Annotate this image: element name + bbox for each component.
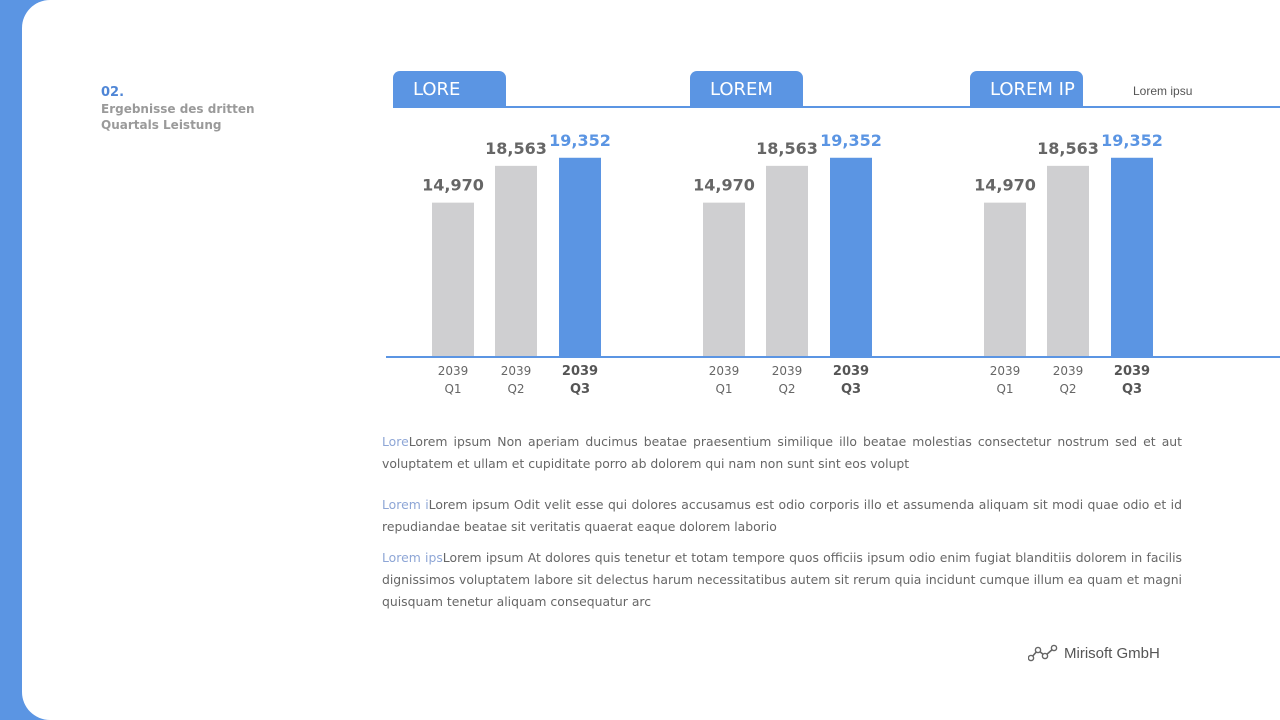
brand-name: Mirisoft GmbH xyxy=(1064,644,1160,662)
chart-3-value-label-3: 19,352 xyxy=(1101,131,1163,150)
chart-1-value-label-3: 19,352 xyxy=(549,131,611,150)
chart-tab-2: LOREM xyxy=(690,71,803,107)
chart-1-tick-label-1-1: 2039 xyxy=(438,364,469,378)
chart-2-tick-label-1-2: Q1 xyxy=(715,382,732,396)
paragraph-3-text: Lorem ipsum At dolores quis tenetur et t… xyxy=(382,550,1183,609)
chart-1-bar-2 xyxy=(495,165,537,356)
tab-underline xyxy=(393,106,1280,108)
chart-1-tick-label-1-2: Q1 xyxy=(444,382,461,396)
chart-2-tick-label-2-1: 2039 xyxy=(772,364,803,378)
paragraph-3: Lorem ipsLorem ipsum At dolores quis ten… xyxy=(382,547,1182,613)
chart-tab-3: LOREM IP xyxy=(970,71,1083,107)
chart-3-tick-label-3-1: 2039 xyxy=(1114,364,1150,379)
chart-3-tick-label-2-1: 2039 xyxy=(1053,364,1084,378)
paragraph-2-lead: Lorem i xyxy=(382,497,429,512)
chart-3-tick-label-1-1: 2039 xyxy=(990,364,1021,378)
paragraph-1-text: Lorem ipsum Non aperiam ducimus beatae p… xyxy=(382,434,1182,471)
chart-1-value-label-1: 14,970 xyxy=(422,176,484,195)
section-heading: 02. Ergebnisse des dritten Quartals Leis… xyxy=(101,85,281,133)
chart-3-tick-label-1-2: Q1 xyxy=(996,382,1013,396)
chart-3-tick-label-2-2: Q2 xyxy=(1059,382,1076,396)
chart-1-tick-label-3-2: Q3 xyxy=(570,382,590,397)
brand: Mirisoft GmbH xyxy=(1028,643,1160,663)
chart-1-value-label-2: 18,563 xyxy=(485,139,547,158)
chart-3-bar-3 xyxy=(1111,157,1153,356)
chart-2-bar-3 xyxy=(830,157,872,356)
chart-1-tick-label-2-2: Q2 xyxy=(507,382,524,396)
chart-2-tick-label-1-1: 2039 xyxy=(709,364,740,378)
side-label: Lorem ipsu xyxy=(1133,84,1193,98)
line-chart-logo-icon xyxy=(1028,644,1058,662)
chart-2-tick-label-3-2: Q3 xyxy=(841,382,861,397)
chart-3-bar-2 xyxy=(1047,165,1089,356)
paragraph-1-lead: Lore xyxy=(382,434,409,449)
chart-1-tick-label-2-1: 2039 xyxy=(501,364,532,378)
chart-tab-1: LORE xyxy=(393,71,506,107)
chart-2-bar-2 xyxy=(766,165,808,356)
paragraph-2: Lorem iLorem ipsum Odit velit esse qui d… xyxy=(382,494,1182,538)
chart-2-tick-label-2-2: Q2 xyxy=(778,382,795,396)
chart-3-value-label-1: 14,970 xyxy=(974,176,1036,195)
paragraph-2-text: Lorem ipsum Odit velit esse qui dolores … xyxy=(382,497,1182,534)
chart-3-value-label-2: 18,563 xyxy=(1037,139,1099,158)
chart-3-bar-1 xyxy=(984,202,1026,356)
chart-3-tick-label-3-2: Q3 xyxy=(1122,382,1142,397)
chart-2-value-label-1: 14,970 xyxy=(693,176,755,195)
section-number: 02. xyxy=(101,85,125,100)
section-title: Ergebnisse des dritten Quartals Leistung xyxy=(101,102,255,132)
slide: 02. Ergebnisse des dritten Quartals Leis… xyxy=(22,0,1280,720)
paragraph-1: LoreLorem ipsum Non aperiam ducimus beat… xyxy=(382,431,1182,475)
chart-2-value-label-2: 18,563 xyxy=(756,139,818,158)
bar-charts: 14,970 2039 Q1 18,563 2039 Q2 19,352 2039 Q3 14,9… xyxy=(386,131,1280,397)
chart-2-tick-label-3-1: 2039 xyxy=(833,364,869,379)
chart-2-bar-1 xyxy=(703,202,745,356)
chart-1-bar-1 xyxy=(432,202,474,356)
chart-1-tick-label-3-1: 2039 xyxy=(562,364,598,379)
chart-1-bar-3 xyxy=(559,157,601,356)
paragraph-3-lead: Lorem ips xyxy=(382,550,443,565)
chart-2-value-label-3: 19,352 xyxy=(820,131,882,150)
